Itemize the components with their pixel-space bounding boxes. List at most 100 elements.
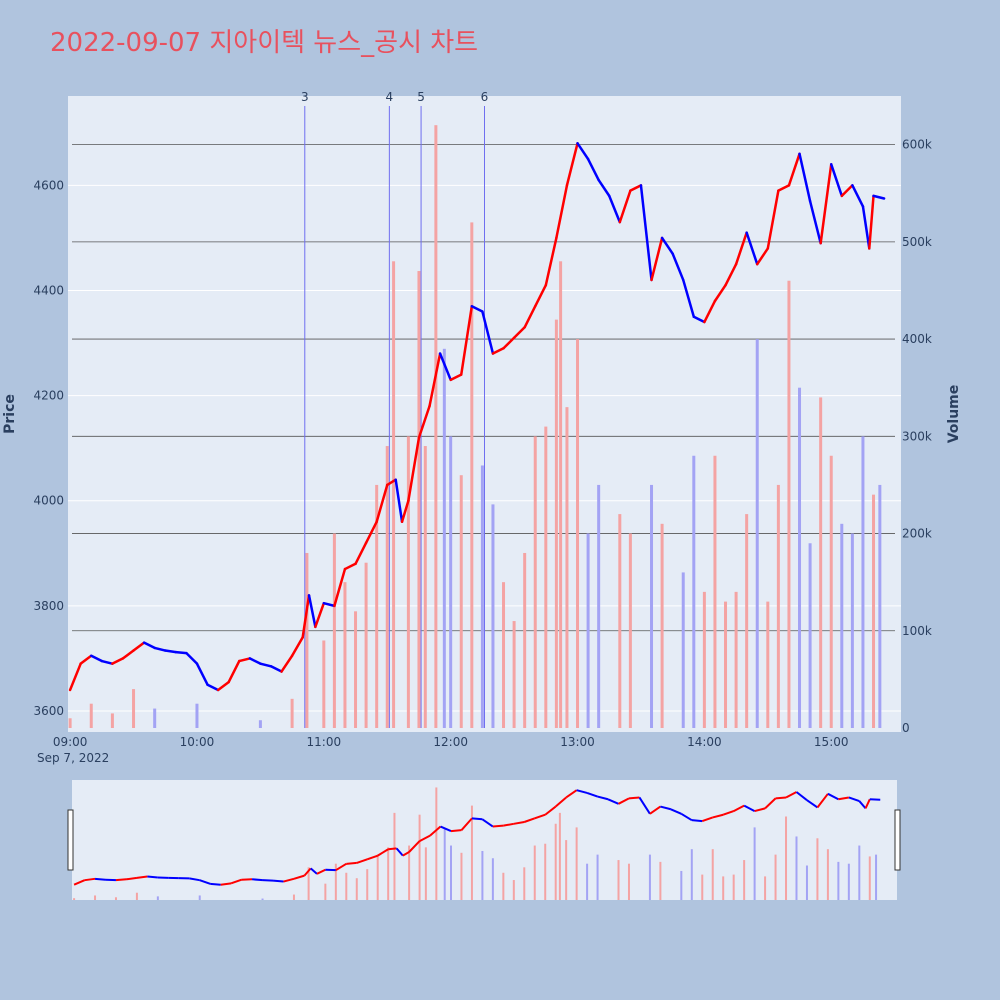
range-slider-left-handle[interactable]	[67, 809, 74, 871]
slider-price-segment	[73, 879, 85, 886]
slider-price-segment	[272, 879, 284, 883]
price-segment	[787, 152, 801, 187]
price-segment	[586, 157, 600, 182]
price-segment	[555, 184, 569, 240]
price-segment	[343, 562, 357, 571]
slider-price-segment	[126, 876, 138, 881]
volume-bar	[660, 523, 664, 728]
price-segment	[639, 184, 653, 282]
volume-tick-label: 300k	[902, 429, 932, 443]
volume-bar	[364, 562, 368, 728]
volume-tick-label: 400k	[902, 332, 932, 346]
price-segment	[259, 662, 273, 668]
slider-volume-bar	[544, 843, 547, 900]
slider-price-segment	[220, 882, 232, 886]
range-slider-right-handle[interactable]	[894, 809, 901, 871]
volume-bar	[392, 261, 396, 728]
volume-bar	[523, 552, 527, 728]
slider-price-segment	[310, 867, 318, 875]
volume-tick-label: 600k	[902, 138, 932, 152]
slider-volume-bar	[443, 829, 446, 900]
volume-bar	[650, 484, 654, 728]
slider-price-segment	[115, 878, 127, 882]
slider-volume-bar	[805, 865, 808, 900]
slider-volume-bar	[875, 854, 878, 900]
volume-tick-label: 100k	[902, 624, 932, 638]
slider-volume-bar	[732, 874, 735, 900]
range-slider-area[interactable]	[72, 780, 897, 900]
slider-price-segment	[460, 817, 473, 831]
time-axis-ticks: 09:00 10:00 11:00 12:00 13:00 14:00 15:00	[53, 735, 849, 749]
slider-volume-bar	[826, 849, 829, 900]
slider-price-segment	[440, 825, 452, 833]
slider-volume-bar	[73, 898, 76, 900]
price-segment	[650, 236, 664, 282]
price-segment	[206, 683, 220, 692]
price-segment	[79, 654, 93, 665]
slider-price-segment	[858, 800, 867, 810]
price-segment	[111, 657, 125, 665]
volume-bar	[417, 271, 421, 728]
price-segment	[322, 601, 336, 608]
volume-bar	[406, 436, 410, 728]
volume-bar	[798, 387, 802, 728]
price-segment	[174, 650, 188, 655]
price-segment	[185, 651, 199, 665]
slider-price-segment	[618, 797, 630, 805]
price-segment	[618, 189, 632, 224]
slider-volume-bar	[324, 883, 327, 900]
price-segment	[565, 142, 579, 187]
time-tick-label: 15:00	[814, 735, 849, 749]
slider-volume-bar	[393, 812, 396, 900]
price-segment	[459, 304, 474, 376]
volume-bar	[343, 582, 347, 728]
volume-bar	[132, 689, 136, 728]
slider-volume-bar	[596, 854, 599, 900]
slider-price-segment	[848, 796, 860, 803]
volume-bar	[449, 436, 453, 728]
volume-bar	[354, 611, 358, 728]
date-label: Sep 7, 2022	[37, 751, 109, 765]
time-tick-label: 13:00	[560, 735, 595, 749]
slider-price-segment	[316, 868, 326, 875]
price-segment	[100, 659, 114, 665]
price-segment	[364, 520, 378, 545]
price-segment	[481, 310, 495, 355]
volume-bar	[533, 436, 537, 728]
news-event-label: 6	[481, 90, 489, 104]
slider-price-segment	[838, 796, 850, 801]
slider-price-segment	[450, 829, 462, 833]
slider-volume-bar	[198, 895, 201, 900]
news-event-label: 4	[386, 90, 394, 104]
price-segment	[808, 199, 822, 245]
news-event-label: 3	[301, 90, 309, 104]
volume-bar	[819, 397, 823, 728]
slider-volume-bar	[816, 838, 819, 900]
volume-bar	[470, 222, 474, 728]
price-segment	[533, 283, 548, 308]
news-event-label: 5	[417, 90, 425, 104]
slider-volume-bar	[460, 852, 463, 900]
slider-price-segment	[492, 824, 504, 828]
slider-price-segment	[147, 875, 158, 879]
volume-bar	[628, 533, 632, 728]
price-tick-label: 4600	[33, 178, 64, 192]
slider-volume-bar	[680, 870, 683, 900]
slider-price-segment	[395, 847, 404, 857]
price-segment	[851, 184, 865, 208]
volume-bar	[68, 718, 72, 728]
volume-bar	[681, 572, 685, 728]
slider-volume-bar	[533, 845, 536, 900]
slider-volume-bar	[418, 814, 421, 900]
slider-price-segment	[764, 797, 777, 810]
time-tick-label: 11:00	[307, 735, 342, 749]
price-segment	[90, 654, 104, 663]
price-segment	[354, 541, 368, 566]
volume-bar	[332, 533, 336, 728]
volume-bar	[544, 426, 548, 728]
slider-volume-bar	[114, 897, 117, 900]
slider-price-segment	[356, 858, 368, 864]
slider-price-segment	[795, 791, 808, 801]
slider-price-segment	[523, 817, 536, 823]
